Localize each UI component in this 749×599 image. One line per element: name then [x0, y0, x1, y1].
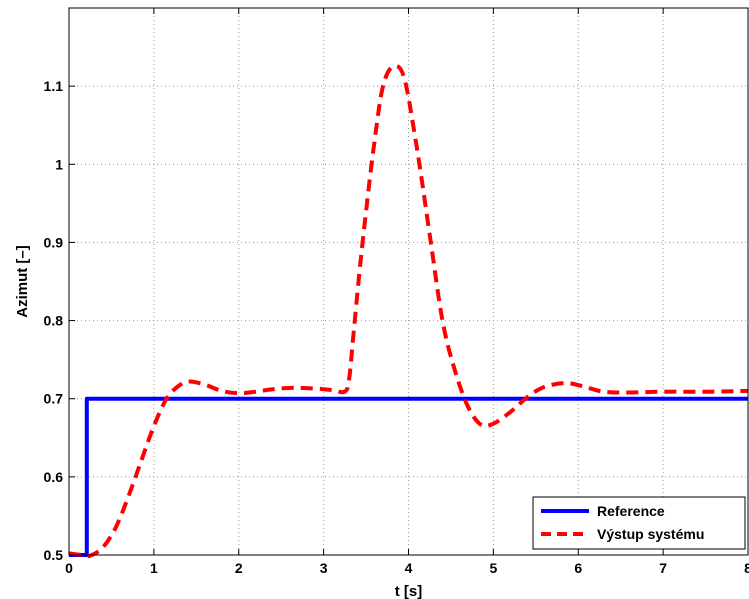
legend-box — [532, 496, 746, 550]
x-tick-label: 4 — [405, 560, 413, 576]
x-tick-label: 1 — [150, 560, 158, 576]
x-tick-label: 0 — [65, 560, 73, 576]
x-tick-label: 3 — [320, 560, 328, 576]
y-tick-label: 0.8 — [44, 313, 64, 329]
x-tick-label: 5 — [489, 560, 497, 576]
legend: Reference Výstup systému — [532, 496, 746, 550]
series-line-system-output — [68, 63, 749, 559]
x-tick-label: 8 — [744, 560, 749, 576]
y-tick-label: 0.9 — [44, 234, 64, 250]
y-tick-label: 0.5 — [44, 547, 64, 563]
axis-ticks: 0 1 2 3 4 5 6 7 8 0.5 0.6 0.7 0.8 0.9 1 1.1 — [44, 8, 749, 576]
x-tick-label: 7 — [659, 560, 667, 576]
x-axis-label: t [s] — [395, 583, 423, 599]
legend-label-reference: Reference — [597, 503, 665, 519]
y-tick-label: 0.6 — [44, 469, 64, 485]
x-tick-label: 6 — [574, 560, 582, 576]
plot-background — [69, 8, 748, 555]
legend-label-system-output: Výstup systému — [597, 526, 704, 542]
y-axis-label: Azimut [–] — [14, 245, 31, 318]
x-tick-label: 2 — [235, 560, 243, 576]
y-tick-label: 1 — [55, 156, 63, 172]
y-tick-label: 1.1 — [44, 78, 64, 94]
y-tick-label: 0.7 — [44, 391, 64, 407]
